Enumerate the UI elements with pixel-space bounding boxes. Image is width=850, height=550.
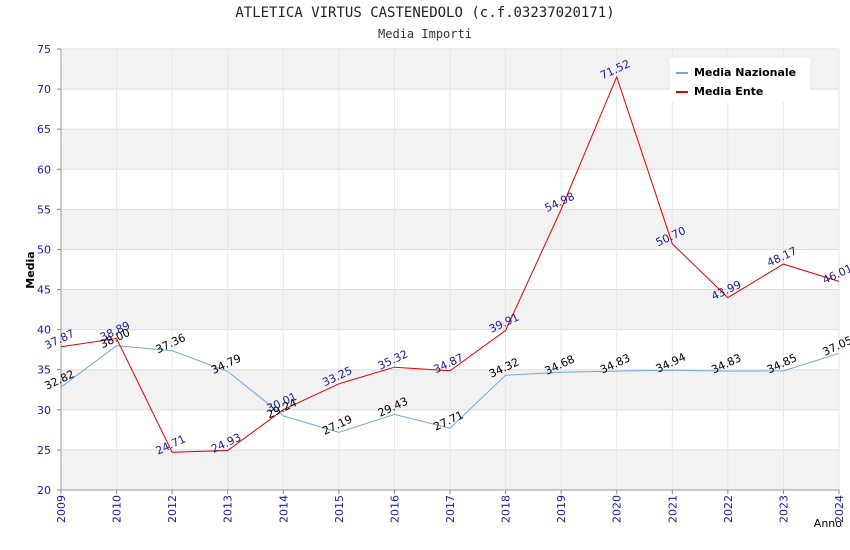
legend-label: Media Nazionale bbox=[694, 66, 796, 79]
x-tick-label: 2018 bbox=[500, 495, 513, 523]
y-tick-label: 70 bbox=[37, 83, 51, 96]
y-tick-label: 65 bbox=[37, 123, 51, 136]
y-tick-label: 45 bbox=[37, 284, 51, 297]
y-tick-label: 40 bbox=[37, 324, 51, 337]
x-tick-label: 2023 bbox=[777, 495, 790, 523]
x-tick-label: 2020 bbox=[611, 495, 624, 523]
y-tick-label: 75 bbox=[37, 43, 51, 56]
x-axis-title: Anno bbox=[814, 517, 842, 530]
x-tick-label: 2010 bbox=[111, 495, 124, 523]
series-line-media-nazionale bbox=[60, 345, 840, 433]
x-tick-label: 2022 bbox=[722, 495, 735, 523]
y-tick-label: 55 bbox=[37, 203, 51, 216]
data-label: 27.71 bbox=[431, 408, 465, 433]
data-label: 46.01 bbox=[820, 262, 850, 287]
y-tick-label: 50 bbox=[37, 243, 51, 256]
chart-subtitle: Media Importi bbox=[378, 27, 472, 41]
x-tick-label: 2024 bbox=[833, 495, 846, 523]
y-axis-title: Media bbox=[24, 251, 37, 288]
legend-box bbox=[670, 58, 810, 102]
y-tick-label: 20 bbox=[37, 484, 51, 497]
data-label: 37.36 bbox=[154, 331, 188, 356]
y-tick-label: 35 bbox=[37, 364, 51, 377]
x-tick-label: 2012 bbox=[166, 495, 179, 523]
x-tick-label: 2015 bbox=[333, 495, 346, 523]
x-tick-label: 2019 bbox=[555, 495, 568, 523]
x-tick-label: 2009 bbox=[55, 495, 68, 523]
data-label: 35.32 bbox=[376, 347, 410, 372]
y-tick-label: 30 bbox=[37, 404, 51, 417]
x-tick-label: 2021 bbox=[666, 495, 679, 523]
y-tick-label: 25 bbox=[37, 444, 51, 457]
x-tick-label: 2014 bbox=[277, 495, 290, 523]
data-label: 27.19 bbox=[320, 413, 354, 438]
legend-label: Media Ente bbox=[694, 85, 763, 98]
x-tick-label: 2013 bbox=[222, 495, 235, 523]
x-tick-label: 2016 bbox=[388, 495, 401, 523]
chart-title: ATLETICA VIRTUS CASTENEDOLO (c.f.0323702… bbox=[235, 5, 615, 21]
y-tick-label: 60 bbox=[37, 163, 51, 176]
series-line-media-ente bbox=[60, 75, 840, 453]
x-tick-label: 2017 bbox=[444, 495, 457, 523]
